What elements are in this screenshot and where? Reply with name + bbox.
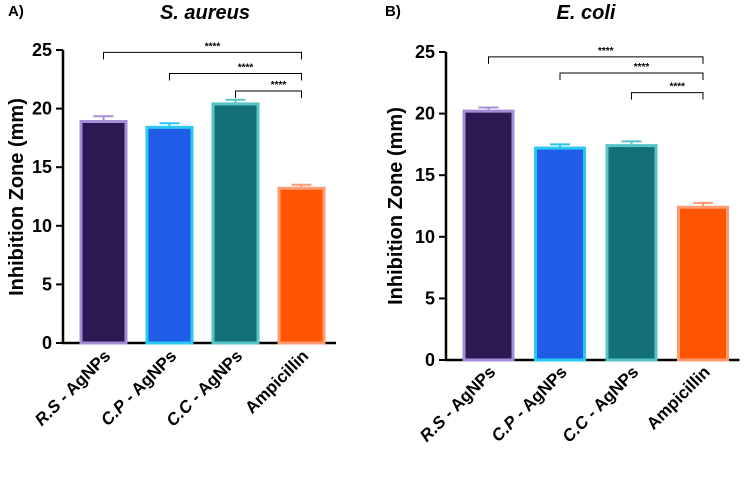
significance-bracket [488, 56, 704, 64]
chart-panel-a: A) S. aureus Inhibition Zone (mm) 0 5 10 15 20 2… [6, 2, 336, 430]
significance-label: **** [205, 41, 221, 52]
significance-bracket [103, 51, 302, 60]
y-tick-label: 15 [415, 165, 435, 185]
x-tick-label-text: - AgNPs [436, 362, 499, 425]
bar [462, 109, 515, 362]
y-tick-label: 0 [42, 333, 52, 353]
y-axis-label: Inhibition Zone (mm) [6, 98, 28, 296]
bar [211, 102, 260, 345]
y-tick-label: 0 [425, 350, 435, 370]
x-tick-label-text: - AgNPs [117, 346, 180, 409]
y-tick-label: 10 [32, 216, 52, 236]
chart-panel-b: B) E. coli Inhibition Zone (mm) 0 5 10 15 20 25 R… [385, 2, 740, 446]
significance-label: **** [238, 62, 254, 73]
y-tick-label: 5 [42, 274, 52, 294]
significance-label: **** [271, 80, 287, 91]
chart-title: S. aureus [160, 2, 250, 24]
x-tick-label-text: Ampicillin [241, 346, 312, 417]
significance-bracket [559, 72, 704, 80]
y-tick-label: 20 [32, 99, 52, 119]
y-tick-label: 25 [415, 42, 435, 62]
x-tick-label-text: - AgNPs [579, 362, 642, 425]
bar [605, 144, 658, 362]
x-tick-label-text: - AgNPs [51, 346, 114, 409]
x-tick-label-text: Ampicillin [643, 362, 714, 433]
y-tick-label: 5 [425, 288, 435, 308]
y-axis-label: Inhibition Zone (mm) [385, 107, 407, 305]
x-tick-label-text: - AgNPs [508, 362, 571, 425]
bar [79, 119, 128, 345]
y-tick-label: 10 [415, 227, 435, 247]
x-tick-label: C.C - AgNPs [559, 362, 643, 446]
panel-label: A) [8, 3, 24, 20]
x-tick-label: Ampicillin [241, 346, 312, 417]
bar [534, 146, 586, 362]
y-tick-label: 15 [32, 157, 52, 177]
y-tick-label: 20 [415, 104, 435, 124]
significance-bracket [631, 92, 704, 100]
bar [277, 186, 326, 345]
bar [145, 125, 194, 345]
bar [677, 205, 729, 362]
panel-label: B) [385, 3, 401, 20]
chart-title: E. coli [557, 2, 616, 24]
y-tick-label: 25 [32, 40, 52, 60]
x-tick-label: Ampicillin [643, 362, 714, 433]
significance-label: **** [598, 46, 614, 57]
x-tick-label: R.S - AgNPs [416, 362, 499, 445]
significance-bracket [169, 72, 302, 81]
significance-bracket [235, 90, 302, 99]
significance-label: **** [634, 62, 650, 73]
significance-label: **** [669, 82, 685, 93]
x-tick-label-text: - AgNPs [183, 346, 246, 409]
